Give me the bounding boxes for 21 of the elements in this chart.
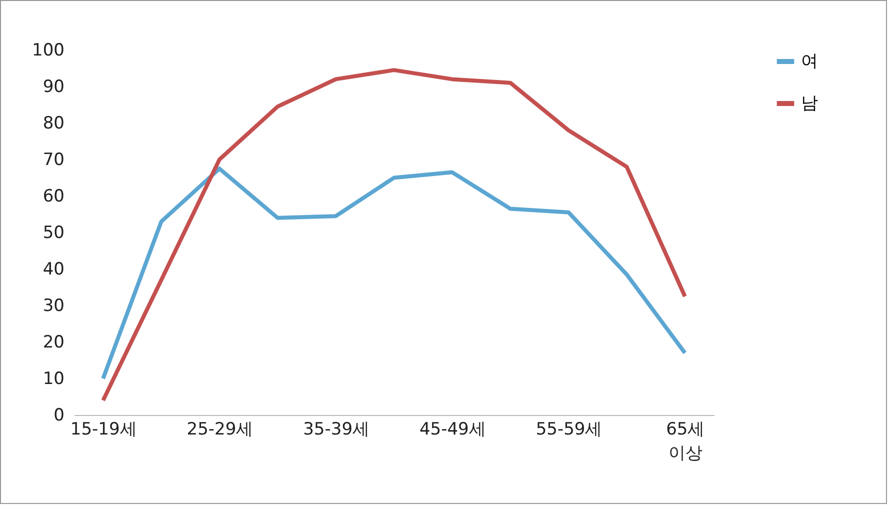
x-tick-label: 35-39세 [303,420,370,440]
y-tick-label: 10 [42,369,64,389]
x-tick-label: 55-59세 [536,420,602,440]
y-tick-label: 100 [32,40,64,60]
y-tick-label: 30 [42,296,64,316]
y-tick-label: 40 [42,260,64,280]
x-tick-label: 15-19세 [70,420,137,440]
line-series [101,166,687,380]
x-tick-label: 45-49세 [419,420,486,440]
legend-label: 남 [801,94,818,114]
y-tick-label: 80 [42,114,64,134]
y-tick-label: 50 [42,223,64,243]
y-tick-label: 70 [42,150,64,170]
legend-label: 여 [801,52,818,72]
line-series [101,68,687,402]
x-tick-label: 25-29세 [186,420,254,440]
y-tick-label: 60 [42,186,64,206]
y-tick-label: 0 [54,406,64,426]
y-tick-label: 90 [42,77,64,97]
x-tick-label: 65세 이상 [666,420,705,464]
y-tick-label: 20 [42,332,64,352]
